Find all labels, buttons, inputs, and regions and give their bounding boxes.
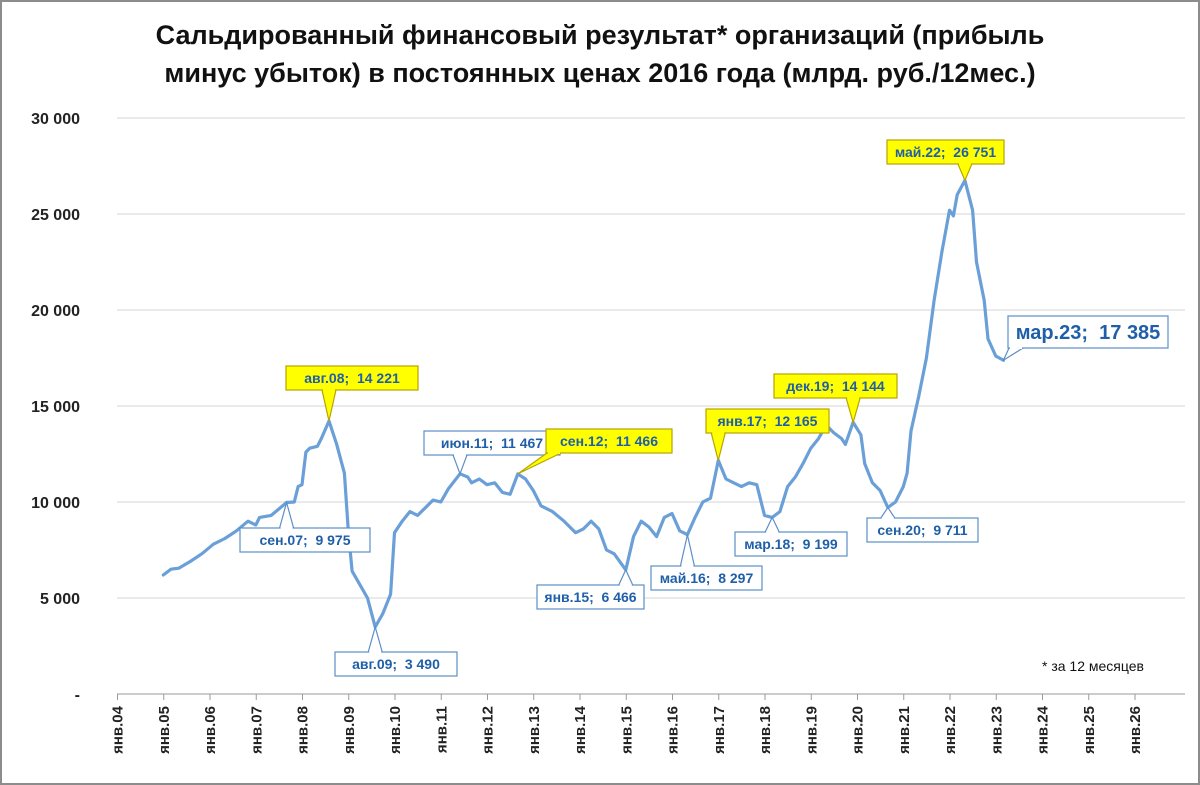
callout-box <box>650 565 763 591</box>
x-tick-label: янв.05 <box>156 706 173 754</box>
callout-box <box>334 651 458 677</box>
x-tick-label: янв.04 <box>110 705 127 754</box>
callout-box <box>545 428 673 454</box>
callout-label: сен.07; 9 975 <box>260 532 351 548</box>
x-tick-label: янв.06 <box>202 706 219 754</box>
x-tick-label: янв.21 <box>896 706 913 754</box>
x-tick-label: янв.19 <box>803 706 820 754</box>
callout-box <box>773 373 898 399</box>
callout-pointer <box>710 432 727 461</box>
y-tick-label: 5 000 <box>40 591 80 608</box>
chart-title-line1: Сальдированный финансовый результат* орг… <box>155 20 1045 50</box>
callout-label: авг.08; 14 221 <box>304 370 400 386</box>
callout-box <box>886 139 1005 165</box>
y-tick-label: 25 000 <box>31 207 80 224</box>
x-tick-label: янв.22 <box>942 706 959 754</box>
annotation-callout: сен.12; 11 466 <box>517 428 673 475</box>
footnote: * за 12 месяцев <box>1042 658 1144 674</box>
callout-pointer <box>845 397 861 425</box>
annotation-callout: янв.17; 12 165 <box>705 408 830 461</box>
y-tick-label: - <box>75 687 80 704</box>
annotation-callout: май.16; 8 297 <box>650 534 763 591</box>
callout-label: янв.17; 12 165 <box>718 413 818 429</box>
callout-label: мар.18; 9 199 <box>744 536 838 552</box>
callout-pointer <box>1002 347 1026 362</box>
annotation-callout: мар.18; 9 199 <box>734 515 848 557</box>
callout-box <box>536 584 645 610</box>
x-tick-label: янв.24 <box>1035 705 1052 754</box>
callout-box <box>705 408 830 434</box>
x-tick-label: янв.08 <box>295 706 312 754</box>
callout-pointer <box>452 454 468 476</box>
annotation-callout: май.22; 26 751 <box>886 139 1005 182</box>
callout-pointer <box>321 389 337 422</box>
annotation-callout: сен.07; 9 975 <box>239 500 371 553</box>
x-tick-label: янв.26 <box>1127 706 1144 754</box>
chart-title-line2: минус убыток) в постоянных ценах 2016 го… <box>164 58 1036 88</box>
x-tick-label: янв.17 <box>711 706 728 754</box>
callout-pointer <box>957 163 973 182</box>
annotation-callout: янв.15; 6 466 <box>536 568 645 610</box>
callout-label: авг.09; 3 490 <box>352 656 440 672</box>
x-tick-label: янв.18 <box>757 706 774 754</box>
callout-box <box>734 531 848 557</box>
annotation-callout: июн.11; 11 467 <box>423 430 561 476</box>
annotation-callout: авг.09; 3 490 <box>334 624 458 677</box>
callout-pointer <box>517 452 562 475</box>
callout-label: сен.20; 9 711 <box>877 522 967 538</box>
x-tick-label: янв.09 <box>341 706 358 754</box>
x-tick-label: янв.25 <box>1081 706 1098 754</box>
callout-label: май.16; 8 297 <box>660 570 754 586</box>
callout-pointer <box>879 506 896 519</box>
callout-box <box>239 527 371 553</box>
annotation-callout: дек.19; 14 144 <box>773 373 898 425</box>
y-axis: - 5 000 10 000 15 000 20 000 25 000 30 000 <box>31 111 80 704</box>
x-axis: янв.04 янв.05 янв.06 янв.07 янв.08 янв.09 янв.… <box>110 693 1185 754</box>
y-tick-label: 20 000 <box>31 303 80 320</box>
callout-box <box>423 430 561 456</box>
annotation-callout: мар.23; 17 385 <box>1002 315 1169 362</box>
callout-label: сен.12; 11 466 <box>560 433 658 449</box>
callout-box <box>1007 315 1169 349</box>
gridlines <box>117 117 1185 599</box>
y-tick-label: 30 000 <box>31 111 80 128</box>
x-tick-label: янв.15 <box>618 706 635 754</box>
x-tick-label: янв.12 <box>480 706 497 754</box>
callout-label: июн.11; 11 467 <box>441 435 543 451</box>
annotations: сен.07; 9 975 авг.08; 14 221 авг.09; 3 490… <box>239 139 1169 677</box>
callout-label: мар.23; 17 385 <box>1016 322 1161 344</box>
x-tick-label: янв.10 <box>387 706 404 754</box>
series-line <box>161 178 1006 629</box>
x-tick-label: янв.23 <box>988 706 1005 754</box>
annotation-callout: авг.08; 14 221 <box>285 365 419 422</box>
annotation-callout: сен.20; 9 711 <box>866 506 979 543</box>
callout-label: янв.15; 6 466 <box>544 589 636 605</box>
x-tick-label: янв.20 <box>850 706 867 754</box>
x-tick-label: янв.16 <box>665 706 682 754</box>
callout-pointer <box>764 515 781 533</box>
y-tick-label: 15 000 <box>31 399 80 416</box>
callout-label: дек.19; 14 144 <box>786 378 885 394</box>
y-tick-label: 10 000 <box>31 495 80 512</box>
x-tick-label: янв.07 <box>248 706 265 754</box>
x-tick-label: янв.13 <box>526 706 543 754</box>
callout-pointer <box>617 568 634 586</box>
callout-box <box>285 365 419 391</box>
callout-pointer <box>367 624 384 653</box>
x-tick-label: янв.14 <box>572 705 589 754</box>
callout-box <box>866 517 979 543</box>
chart-title: Сальдированный финансовый результат* орг… <box>0 16 1200 92</box>
x-tick-label: янв.11 <box>433 706 450 753</box>
callout-label: май.22; 26 751 <box>895 144 997 160</box>
callout-pointer <box>679 534 696 567</box>
